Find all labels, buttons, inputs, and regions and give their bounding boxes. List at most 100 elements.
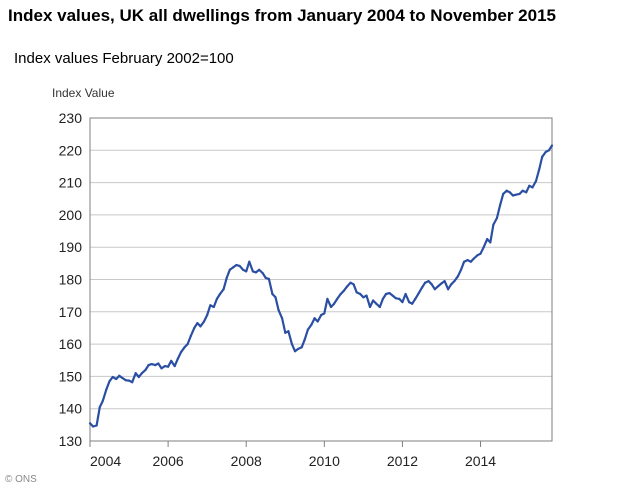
data-point: [170, 359, 173, 362]
data-point: [306, 328, 310, 331]
data-point: [430, 283, 433, 286]
data-point: [173, 364, 176, 368]
data-point: [495, 217, 499, 220]
data-point: [427, 280, 430, 283]
data-point: [440, 282, 443, 285]
data-point: [228, 268, 231, 271]
y-axis-label: Index Value: [52, 86, 115, 100]
data-point: [394, 297, 397, 300]
data-point: [550, 144, 554, 147]
data-point: [154, 363, 157, 367]
data-point: [300, 346, 303, 349]
data-point: [98, 405, 101, 409]
chart-title: Index values, UK all dwellings from Janu…: [8, 6, 556, 25]
data-point: [196, 322, 199, 325]
data-point: [352, 283, 355, 286]
data-point: [189, 334, 192, 338]
data-point: [326, 297, 329, 300]
data-point: [212, 305, 215, 309]
data-point: [134, 372, 137, 375]
y-tick-label: 190: [59, 239, 83, 255]
data-point: [137, 375, 140, 379]
data-point: [375, 302, 378, 305]
data-point: [456, 275, 459, 278]
data-point: [515, 193, 518, 196]
data-point: [160, 367, 163, 370]
data-point: [199, 325, 202, 328]
data-point: [186, 343, 189, 346]
data-point: [508, 191, 511, 194]
x-tick-label: 2010: [309, 453, 340, 469]
data-point: [486, 238, 489, 241]
data-point: [342, 289, 345, 292]
data-point: [238, 264, 241, 268]
data-point: [423, 281, 427, 284]
data-point: [362, 296, 365, 299]
data-point: [388, 291, 391, 295]
data-point: [293, 350, 297, 353]
gridlines: [90, 149, 552, 410]
data-point: [92, 425, 95, 428]
data-point: [463, 260, 466, 263]
data-point: [381, 297, 384, 300]
data-point: [163, 364, 167, 368]
data-point: [290, 343, 294, 346]
y-tick-label: 150: [59, 368, 83, 384]
data-point: [183, 346, 186, 349]
data-point: [274, 296, 277, 299]
data-point: [433, 288, 436, 291]
y-tick-label: 230: [59, 110, 83, 126]
data-point: [95, 424, 98, 427]
x-tick-label: 2004: [90, 453, 121, 469]
data-point: [147, 363, 150, 367]
data-point: [349, 281, 352, 284]
data-point: [248, 260, 251, 263]
y-tick-label: 180: [59, 272, 83, 288]
y-tick-label: 210: [59, 175, 83, 191]
data-point: [492, 223, 495, 226]
data-point: [459, 268, 463, 271]
y-axis-ticks: 130 140 150 160 170 180 190 200 210 220 230: [59, 110, 83, 449]
data-point: [511, 194, 515, 197]
data-point: [140, 372, 144, 375]
data-point: [108, 380, 111, 383]
data-point: [176, 357, 179, 360]
data-point: [502, 192, 505, 196]
data-point: [254, 271, 258, 274]
data-point: [453, 280, 456, 283]
data-point: [339, 292, 342, 296]
x-tick-label: 2006: [153, 453, 184, 469]
data-point: [489, 241, 492, 244]
data-point: [271, 292, 274, 296]
data-point: [479, 252, 482, 255]
data-point: [320, 313, 323, 317]
data-point: [284, 331, 287, 334]
data-point: [414, 297, 417, 300]
data-point: [466, 259, 469, 262]
y-tick-label: 130: [59, 433, 83, 449]
data-point: [534, 179, 538, 183]
data-point: [144, 368, 147, 372]
data-point: [241, 268, 245, 271]
data-point: [437, 284, 440, 288]
x-tick-label: 2008: [231, 453, 262, 469]
data-point: [482, 246, 485, 249]
data-point: [206, 313, 209, 317]
data-point: [521, 189, 524, 192]
data-point: [215, 297, 219, 300]
data-point: [518, 192, 521, 196]
data-point: [417, 291, 420, 295]
data-point: [384, 292, 388, 296]
y-tick-label: 220: [59, 142, 83, 158]
data-point: [443, 280, 446, 283]
data-point: [472, 257, 475, 260]
data-point: [411, 302, 414, 305]
data-point: [420, 286, 424, 289]
data-point: [267, 277, 270, 280]
plot-frame: [89, 117, 553, 442]
data-point: [105, 388, 108, 391]
data-point: [245, 270, 248, 273]
data-point: [378, 305, 381, 309]
data-point: [329, 305, 333, 309]
